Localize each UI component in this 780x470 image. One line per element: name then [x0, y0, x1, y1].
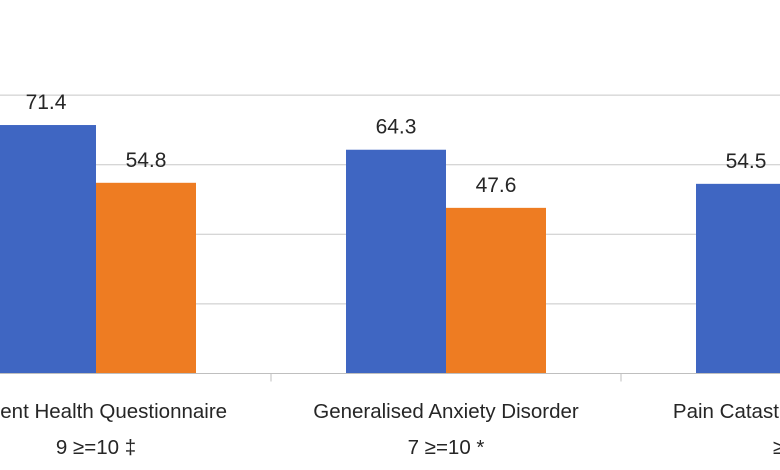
data-label: 47.6 — [476, 174, 517, 197]
value-labels: 71.4 54.8 64.3 47.6 54.5 — [26, 91, 767, 197]
category-label-line1: Generalised Anxiety Disorder — [313, 400, 579, 423]
bar-series1-cat1 — [0, 125, 96, 374]
category-label-line2: 7 ≥=10 * — [408, 436, 485, 459]
category-label-line2: ≥=30 — [773, 436, 780, 459]
category-labels: Patient Health Questionnaire 9 ≥=10 ‡ Gene… — [0, 400, 780, 459]
category-label-line1: Patient Health Questionnaire — [0, 400, 227, 423]
data-label: 71.4 — [26, 91, 67, 114]
category-label-line1: Pain Catastrophizing Scale — [673, 400, 780, 423]
bar-series2-cat1 — [96, 182, 196, 374]
bars — [0, 125, 780, 374]
x-axis-ticks — [270, 373, 622, 382]
data-label: 64.3 — [376, 116, 417, 139]
data-label: 54.8 — [126, 149, 167, 172]
bar-series1-cat3 — [696, 183, 780, 374]
category-label-line2: 9 ≥=10 ‡ — [56, 436, 136, 459]
data-label: 54.5 — [726, 150, 767, 173]
bar-series1-cat2 — [346, 149, 446, 374]
bar-series2-cat2 — [446, 207, 546, 374]
